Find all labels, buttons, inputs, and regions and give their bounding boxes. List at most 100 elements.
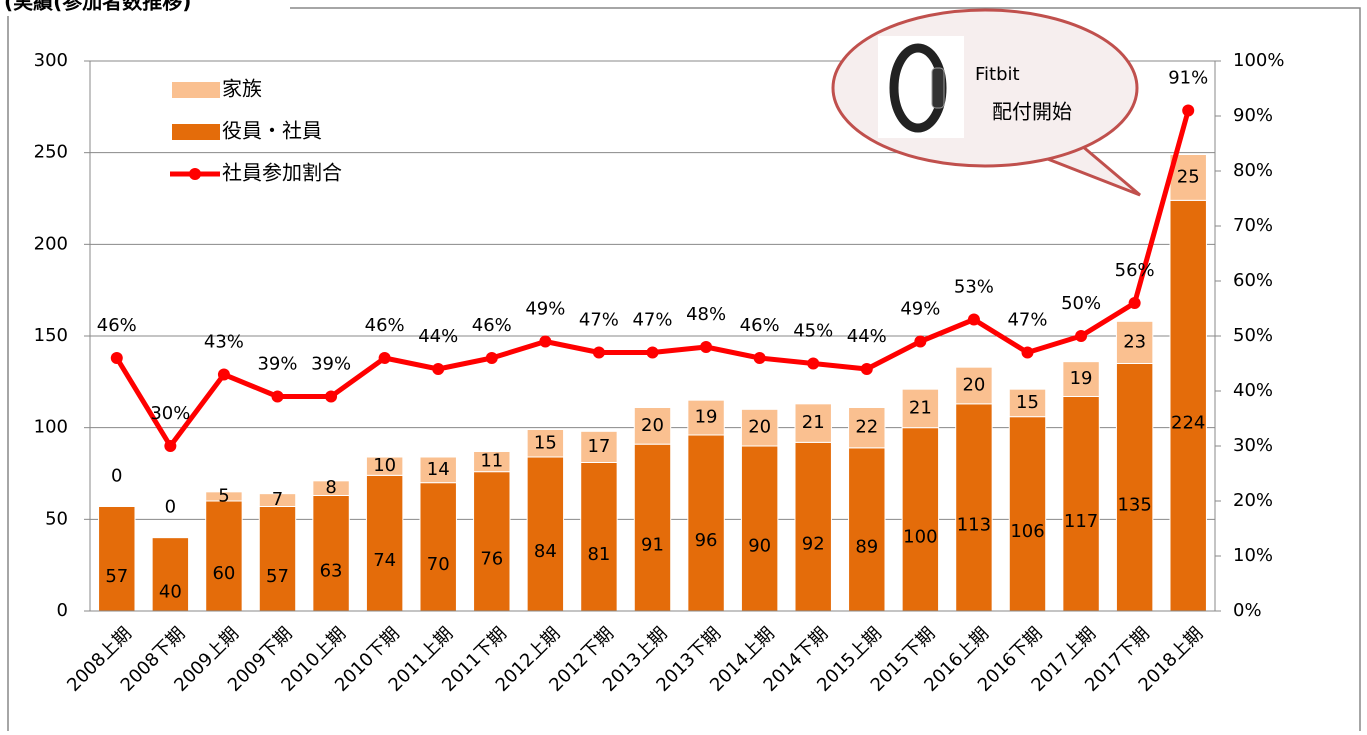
- data-label: 21: [909, 397, 932, 418]
- y2-tick-label: 80%: [1233, 160, 1273, 181]
- data-label: 11: [480, 451, 503, 472]
- tracker-icon: [932, 68, 944, 108]
- y2-tick-label: 100%: [1233, 50, 1284, 71]
- bar-segment: [741, 446, 777, 611]
- data-label: 43%: [204, 332, 244, 353]
- y-tick-label: 200: [34, 233, 68, 254]
- y2-tick-label: 10%: [1233, 545, 1273, 566]
- data-label: 96: [695, 530, 718, 551]
- y-tick-label: 150: [34, 325, 68, 346]
- bar-segment: [1170, 200, 1206, 611]
- data-label: 53%: [954, 277, 994, 298]
- bar-segment: [474, 472, 510, 611]
- y2-tick-label: 60%: [1233, 270, 1273, 291]
- bar-segment: [1116, 364, 1152, 612]
- bar-segment: [313, 496, 349, 612]
- line-point: [1022, 347, 1034, 359]
- bar-segment: [527, 457, 563, 611]
- line-point: [754, 352, 766, 364]
- line-point: [432, 363, 444, 375]
- data-label: 20: [748, 417, 771, 438]
- line-point: [486, 352, 498, 364]
- data-label: 19: [1070, 368, 1093, 389]
- bar-segment: [581, 463, 617, 612]
- data-label: 46%: [740, 315, 780, 336]
- line-point: [807, 358, 819, 370]
- legend-swatch: [172, 82, 220, 98]
- data-label: 47%: [579, 310, 619, 331]
- y2-tick-label: 20%: [1233, 490, 1273, 511]
- data-label: 224: [1171, 413, 1205, 434]
- page: {"chart_data": {"type": "bar", "stacked"…: [0, 0, 1367, 735]
- line-point: [647, 347, 659, 359]
- line-point: [1129, 297, 1141, 309]
- data-label: 15: [1016, 392, 1039, 413]
- line-point: [272, 391, 284, 403]
- data-label: 46%: [97, 315, 137, 336]
- data-label: 106: [1010, 521, 1044, 542]
- y-tick-label: 300: [34, 50, 68, 71]
- bar-segment: [259, 507, 295, 612]
- line-point: [1075, 330, 1087, 342]
- data-label: 46%: [472, 315, 512, 336]
- data-label: 19: [695, 407, 718, 428]
- data-label: 8: [325, 477, 336, 498]
- data-label: 63: [320, 560, 343, 581]
- data-label: 70: [427, 554, 450, 575]
- chart: (実績(参加者数推移) 0501001502002503000%10%20%30…: [0, 0, 1367, 731]
- line-point: [968, 314, 980, 326]
- y-tick-label: 0: [57, 600, 68, 621]
- chart-frame: [8, 8, 1360, 731]
- bar-segment: [420, 483, 456, 611]
- data-label: 56%: [1115, 260, 1155, 281]
- callout-text: 配付開始: [992, 100, 1072, 124]
- data-label: 117: [1064, 511, 1098, 532]
- data-label: 47%: [1007, 310, 1047, 331]
- line-point: [164, 440, 176, 452]
- data-label: 81: [587, 544, 610, 565]
- bar-segment: [956, 404, 992, 611]
- bar-segment: [795, 442, 831, 611]
- data-label: 92: [802, 534, 825, 555]
- bar-segment: [902, 428, 938, 611]
- data-label: 20: [962, 375, 985, 396]
- legend-swatch: [189, 168, 201, 180]
- data-label: 0: [111, 466, 122, 487]
- y2-tick-label: 0%: [1233, 600, 1262, 621]
- data-label: 57: [266, 566, 289, 587]
- y2-tick-label: 40%: [1233, 380, 1273, 401]
- legend-label: 社員参加割合: [222, 161, 342, 185]
- bar-segment: [206, 501, 242, 611]
- data-label: 17: [587, 436, 610, 457]
- line-point: [325, 391, 337, 403]
- bar-segment: [99, 507, 135, 612]
- data-label: 48%: [686, 304, 726, 325]
- data-label: 91: [641, 535, 664, 556]
- data-label: 100: [903, 526, 937, 547]
- line-point: [539, 336, 551, 348]
- data-label: 39%: [257, 354, 297, 375]
- line-point: [914, 336, 926, 348]
- line-point: [218, 369, 230, 381]
- data-label: 50%: [1061, 293, 1101, 314]
- legend-swatch: [172, 124, 220, 140]
- data-label: 76: [480, 548, 503, 569]
- data-label: 40: [159, 581, 182, 602]
- y2-tick-label: 50%: [1233, 325, 1273, 346]
- data-label: 57: [105, 566, 128, 587]
- y-tick-label: 100: [34, 417, 68, 438]
- bar-segment: [688, 435, 724, 611]
- chart-title: (実績(参加者数推移): [4, 0, 191, 14]
- data-label: 22: [855, 417, 878, 438]
- data-label: 23: [1123, 331, 1146, 352]
- data-label: 90: [748, 536, 771, 557]
- data-label: 91%: [1168, 68, 1208, 89]
- data-label: 44%: [418, 326, 458, 347]
- line-point: [593, 347, 605, 359]
- bar-segment: [1063, 397, 1099, 612]
- bar-segment: [849, 448, 885, 611]
- data-label: 20: [641, 415, 664, 436]
- line-point: [861, 363, 873, 375]
- data-label: 15: [534, 432, 557, 453]
- data-label: 60: [212, 563, 235, 584]
